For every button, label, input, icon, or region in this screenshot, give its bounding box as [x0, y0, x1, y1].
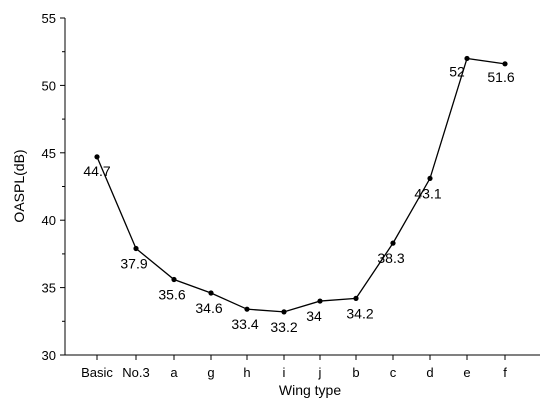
data-label: 33.2	[270, 319, 297, 335]
data-label: 43.1	[414, 185, 441, 201]
data-point	[502, 61, 508, 67]
data-label: 51.6	[487, 69, 514, 85]
data-point	[353, 295, 359, 301]
series	[94, 55, 508, 315]
y-tick-label: 50	[42, 78, 56, 93]
data-labels: 44.7 37.9 35.6 34.6 33.4 33.2 34 34.2 38.3 43.1 52…	[83, 63, 514, 334]
data-point	[171, 276, 177, 283]
x-tick-label: Basic	[81, 365, 113, 380]
data-label: 34.6	[195, 300, 222, 316]
data-label: 34	[306, 308, 322, 324]
x-tick-label: c	[390, 365, 397, 380]
data-point	[390, 240, 396, 246]
data-point	[317, 298, 323, 304]
data-point	[244, 306, 250, 312]
y-tick-label: 30	[42, 348, 56, 363]
y-tick-label: 40	[42, 213, 56, 228]
x-axis-title: Wing type	[279, 382, 341, 398]
series-line	[96, 57, 506, 313]
data-point	[281, 309, 287, 315]
x-tick-label: a	[170, 365, 178, 380]
data-point	[427, 175, 433, 182]
data-label: 44.7	[83, 163, 110, 179]
data-label: 38.3	[377, 250, 404, 266]
data-point	[94, 154, 100, 160]
x-tick-label: j	[318, 365, 322, 380]
x-tick-label: b	[352, 365, 359, 380]
y-tick-label: 35	[42, 281, 56, 296]
data-label: 33.4	[231, 316, 258, 332]
x-tick-label: f	[503, 365, 507, 380]
data-point	[208, 290, 214, 296]
x-tick-label: e	[463, 365, 470, 380]
x-tick-label: g	[207, 365, 214, 380]
y-tick-label: 55	[42, 11, 56, 26]
data-label: 37.9	[120, 256, 147, 272]
axes	[64, 18, 540, 356]
x-tick-label: h	[243, 365, 250, 380]
data-label: 35.6	[158, 287, 185, 303]
data-label: 52	[449, 63, 465, 79]
y-tick-label: 45	[42, 146, 56, 161]
x-tick-label: No.3	[122, 365, 149, 380]
data-point	[133, 245, 139, 252]
y-axis-title: OASPL(dB)	[11, 149, 27, 222]
data-label: 34.2	[346, 305, 373, 321]
x-tick-label: d	[426, 365, 433, 380]
x-tick-label: i	[283, 365, 286, 380]
ticks: 30 35 40 45 50 55 Basic No.3 a g h i j b c d e f	[42, 11, 508, 380]
data-point	[464, 55, 470, 62]
